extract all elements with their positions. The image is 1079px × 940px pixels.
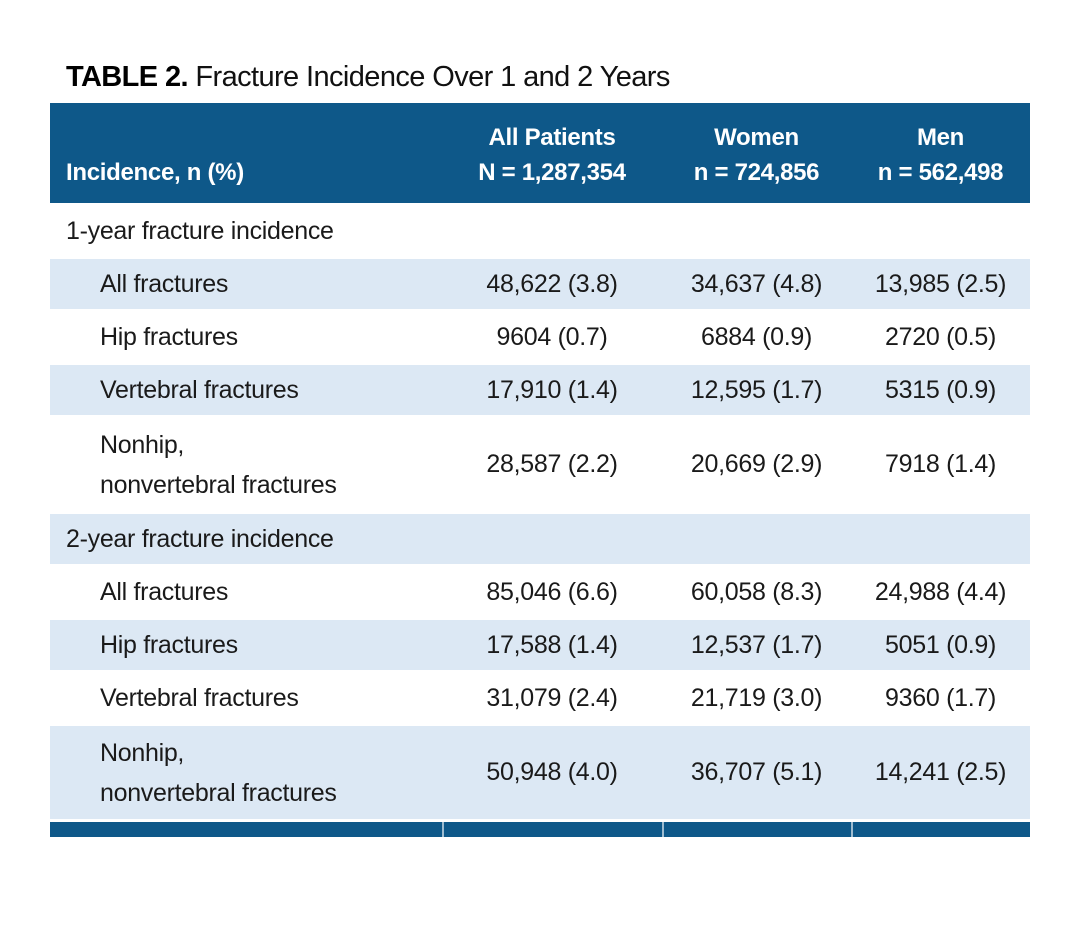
row-label-line1: All fractures <box>100 578 229 606</box>
row-label-text: Hip fractures <box>100 625 238 665</box>
row-label-line1: All fractures <box>100 270 229 298</box>
row-label-line1: Vertebral fractures <box>100 684 299 712</box>
row-label-text: 1-year fracture incidence <box>66 211 334 251</box>
row-label: Nonhip, nonvertebral fractures <box>50 726 442 819</box>
row-value: 5315 (0.9) <box>885 375 996 404</box>
table-row: 1-year fracture incidence <box>50 203 1030 256</box>
row-value: 5051 (0.9) <box>885 630 996 659</box>
row-value: 9604 (0.7) <box>496 322 608 351</box>
table-row: Hip fractures 9604 (0.7) 6884 (0.9) 2720 (0… <box>50 309 1030 362</box>
row-value: 7918 (1.4) <box>885 450 996 478</box>
row-value: 13,985 (2.5) <box>874 269 1007 298</box>
row-label: Hip fractures <box>50 620 442 670</box>
row-label-text: Nonhip, nonvertebral fractures <box>100 425 337 505</box>
table-row: Nonhip, nonvertebral fractures 50,948 (4.0… <box>50 723 1030 819</box>
row-label-text: 2-year fracture incidence <box>66 519 334 559</box>
row-value: 34,637 (4.8) <box>690 269 823 298</box>
row-value: 12,537 (1.7) <box>690 630 823 659</box>
row-value <box>662 206 851 256</box>
row-label: Nonhip, nonvertebral fractures <box>50 418 442 511</box>
row-label-line1: Hip fractures <box>100 631 238 659</box>
table-header-row: Incidence, n (%) All Patients N = 1,287,… <box>50 103 1030 203</box>
table-row: Vertebral fractures 17,910 (1.4) 12,595 (1… <box>50 362 1030 415</box>
row-label-text: Hip fractures <box>100 317 238 357</box>
row-value: 17,910 (1.4) <box>486 375 618 404</box>
row-value: 20,669 (2.9) <box>690 450 823 478</box>
header-all-patients-n: N = 1,287,354 <box>478 159 626 186</box>
row-value <box>851 206 1030 256</box>
header-women: Women n = 724,856 <box>662 103 851 203</box>
table-row: 2-year fracture incidence <box>50 511 1030 564</box>
row-value <box>442 514 662 564</box>
row-label: 2-year fracture incidence <box>50 514 442 564</box>
header-women-title: Women <box>714 124 799 151</box>
row-value <box>662 514 851 564</box>
row-value: 48,622 (3.8) <box>486 269 618 298</box>
header-women-n: n = 724,856 <box>693 159 820 186</box>
row-value: 24,988 (4.4) <box>874 577 1007 606</box>
header-all-patients-title: All Patients <box>488 124 616 151</box>
row-label-line1: Nonhip, <box>100 738 185 767</box>
row-label-line1: 1-year fracture incidence <box>66 217 334 245</box>
row-value: 2720 (0.5) <box>885 322 996 351</box>
row-label-text: Vertebral fractures <box>100 678 299 718</box>
row-label-line2: nonvertebral fractures <box>100 470 337 499</box>
row-value: 6884 (0.9) <box>701 322 812 351</box>
header-men-n: n = 562,498 <box>877 159 1004 186</box>
row-label-text: Nonhip, nonvertebral fractures <box>100 733 337 813</box>
row-value: 50,948 (4.0) <box>486 758 618 786</box>
row-label: 1-year fracture incidence <box>50 206 442 256</box>
row-label-text: All fractures <box>100 264 228 304</box>
table-title: TABLE 2. Fracture Incidence Over 1 and 2… <box>66 61 670 94</box>
row-label: Vertebral fractures <box>50 365 442 415</box>
table-number-label: TABLE 2. <box>66 61 189 93</box>
bottom-rule-segment <box>662 822 851 837</box>
bottom-rule-segment <box>851 822 1030 837</box>
header-incidence: Incidence, n (%) <box>50 103 442 203</box>
row-value <box>851 514 1030 564</box>
row-value <box>442 206 662 256</box>
row-value: 85,046 (6.6) <box>486 577 618 606</box>
row-label: All fractures <box>50 259 442 309</box>
row-value: 17,588 (1.4) <box>486 630 618 659</box>
row-label: Vertebral fractures <box>50 673 442 723</box>
header-men: Men n = 562,498 <box>851 103 1030 203</box>
table-row: Nonhip, nonvertebral fractures 28,587 (2.2… <box>50 415 1030 511</box>
row-value: 14,241 (2.5) <box>874 758 1007 786</box>
table-row: All fractures 85,046 (6.6) 60,058 (8.3) 24,… <box>50 564 1030 617</box>
fracture-incidence-table: Incidence, n (%) All Patients N = 1,287,… <box>50 103 1030 837</box>
row-value: 21,719 (3.0) <box>690 683 823 712</box>
table-bottom-rule <box>50 819 1030 837</box>
row-label: All fractures <box>50 567 442 617</box>
row-label-text: Vertebral fractures <box>100 370 299 410</box>
table-row: Hip fractures 17,588 (1.4) 12,537 (1.7) 505… <box>50 617 1030 670</box>
bottom-rule-segment <box>442 822 662 837</box>
row-label: Hip fractures <box>50 312 442 362</box>
table-row: All fractures 48,622 (3.8) 34,637 (4.8) 13,… <box>50 256 1030 309</box>
row-label-line1: Vertebral fractures <box>100 376 299 404</box>
row-label-line1: Hip fractures <box>100 323 238 351</box>
header-incidence-label: Incidence, n (%) <box>66 159 244 186</box>
table-row: Vertebral fractures 31,079 (2.4) 21,719 (3… <box>50 670 1030 723</box>
bottom-rule-segment <box>50 822 442 837</box>
row-label-line1: Nonhip, <box>100 430 185 459</box>
row-label-text: All fractures <box>100 572 228 612</box>
row-value: 12,595 (1.7) <box>690 375 823 404</box>
row-value: 9360 (1.7) <box>885 683 996 712</box>
row-label-line1: 2-year fracture incidence <box>66 525 334 553</box>
table-title-text: Fracture Incidence Over 1 and 2 Years <box>187 61 670 93</box>
row-value: 60,058 (8.3) <box>690 577 823 606</box>
header-all-patients: All Patients N = 1,287,354 <box>442 103 662 203</box>
header-men-title: Men <box>916 124 965 151</box>
row-label-line2: nonvertebral fractures <box>100 778 337 807</box>
row-value: 28,587 (2.2) <box>486 450 618 478</box>
row-value: 36,707 (5.1) <box>690 758 823 786</box>
table-body: 1-year fracture incidence All fractures 48… <box>50 203 1030 819</box>
row-value: 31,079 (2.4) <box>486 683 618 712</box>
